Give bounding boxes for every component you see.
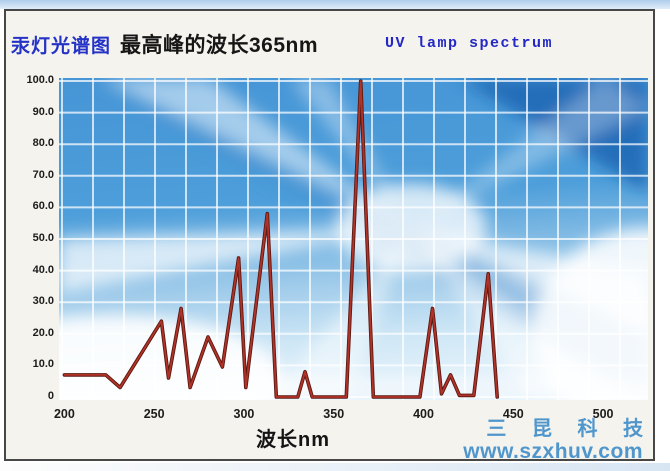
x-tick-label: 450	[502, 407, 524, 421]
x-tick-label: 350	[323, 407, 345, 421]
y-tick-label: 30.0	[32, 295, 54, 308]
y-tick-label: 50.0	[32, 232, 54, 244]
watermark: 三 昆 科 技 www.szxhuv.com	[463, 419, 643, 462]
watermark-website-url: www.szxhuv.com	[463, 440, 643, 463]
y-tick-label: 90.0	[32, 105, 54, 118]
y-tick-label: 70.0	[32, 168, 54, 181]
x-tick-label: 200	[53, 407, 75, 421]
y-tick-label: 80.0	[32, 137, 54, 150]
chart-title-cn: 汞灯光谱图	[11, 36, 112, 57]
watermark-company-name: 三 昆 科 技	[486, 418, 653, 440]
spectrum-chart	[59, 78, 648, 400]
x-tick-label: 500	[592, 407, 614, 421]
x-tick-label: 300	[233, 407, 255, 421]
y-tick-label: 10.0	[32, 358, 54, 371]
x-axis-title: 波长nm	[256, 429, 330, 451]
y-tick-label: 40.0	[32, 263, 54, 276]
plot-area	[59, 78, 648, 400]
y-tick-label: 20.0	[32, 326, 54, 339]
y-tick-label: 60.0	[32, 200, 54, 213]
chart-title-en: UV lamp spectrum	[385, 35, 554, 52]
top-edge-strip	[0, 0, 670, 9]
bottom-edge-strip	[0, 463, 670, 471]
y-tick-label: 100.0	[26, 74, 54, 86]
chart-subtitle-peak-wavelength: 最高峰的波长365nm	[120, 34, 319, 57]
y-tick-label: 0	[47, 390, 54, 402]
x-tick-label: 400	[413, 407, 434, 421]
x-tick-label: 250	[143, 407, 165, 421]
spectrum-data-line	[63, 80, 499, 398]
